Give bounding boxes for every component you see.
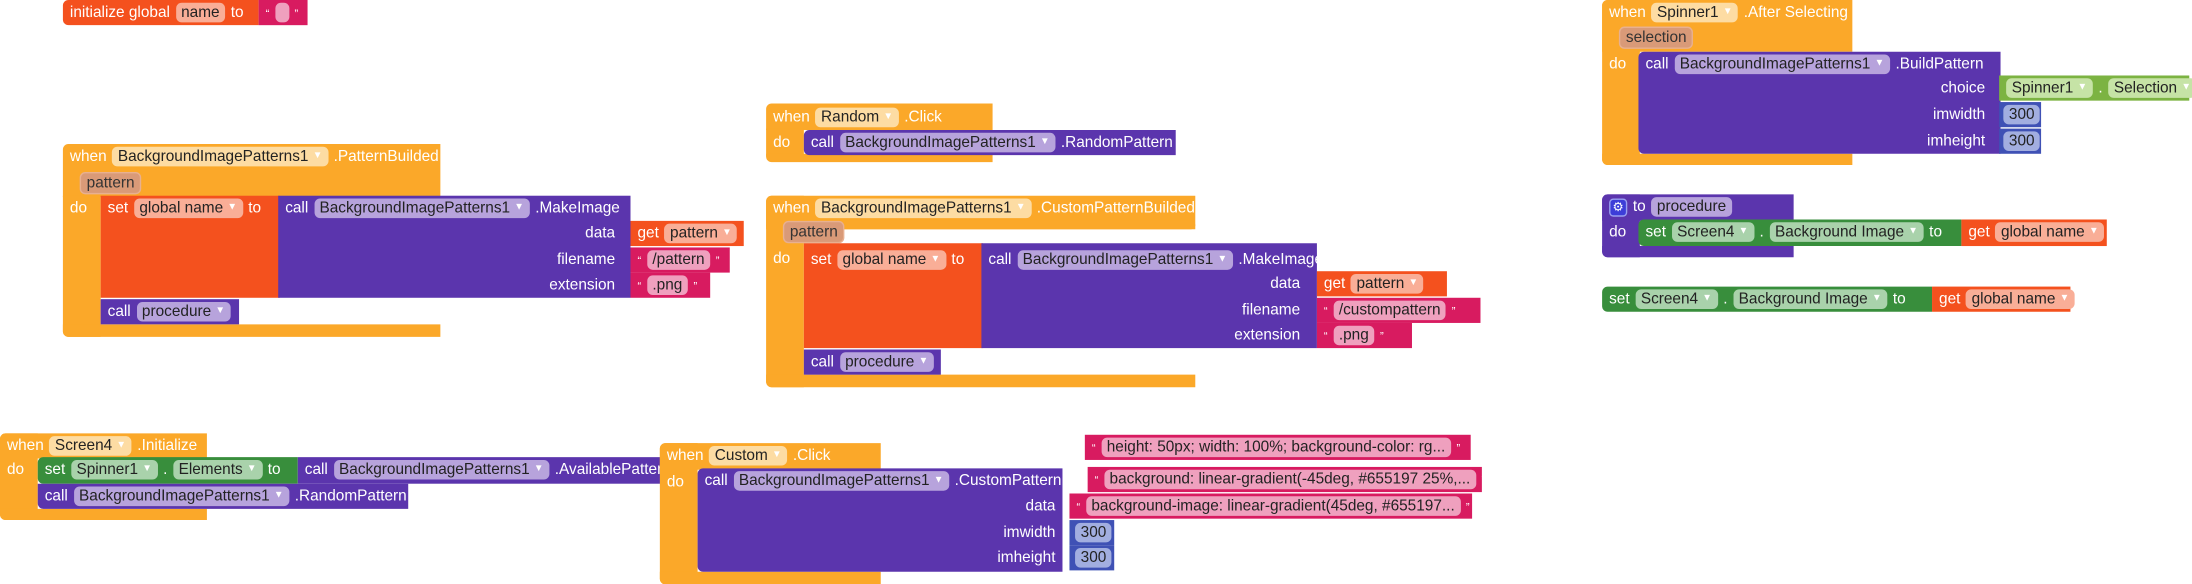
- component-dropdown[interactable]: Screen4 ▼: [1635, 289, 1718, 309]
- property-dropdown[interactable]: Selection ▼: [2108, 78, 2192, 98]
- text-value[interactable]: /custompattern: [1333, 300, 1447, 321]
- text-value[interactable]: background: linear-gradient(-45deg, #655…: [1103, 469, 1476, 490]
- arg-label-filename: filename: [556, 251, 616, 269]
- procedure-dropdown[interactable]: procedure ▼: [136, 301, 231, 322]
- to-label: to: [230, 4, 244, 21]
- text-value[interactable]: background-image: linear-gradient(45deg,…: [1085, 496, 1461, 516]
- procedure-dropdown[interactable]: procedure ▼: [839, 352, 934, 372]
- call-label: call: [285, 199, 309, 217]
- global-var-name-field[interactable]: name: [175, 2, 226, 23]
- event-name: .PatternBuilded: [333, 148, 439, 165]
- text-value[interactable]: /pattern: [646, 250, 711, 270]
- event-param-pattern[interactable]: pattern: [79, 171, 142, 195]
- property-dropdown[interactable]: Background Image ▼: [1769, 222, 1924, 242]
- init-keyword: initialize global: [69, 4, 170, 21]
- text-value[interactable]: height: 50px; width: 100%; background-co…: [1101, 437, 1451, 458]
- component-dropdown[interactable]: BackgroundImagePatterns1 ▼: [313, 198, 530, 219]
- gear-icon[interactable]: ⚙: [1609, 197, 1628, 216]
- component-dropdown[interactable]: Custom ▼: [709, 445, 788, 466]
- event-param-pattern[interactable]: pattern: [782, 220, 845, 244]
- number-value[interactable]: 300: [2003, 104, 2041, 125]
- var-dropdown[interactable]: global name ▼: [836, 250, 946, 270]
- component-dropdown[interactable]: BackgroundImagePatterns1 ▼: [839, 132, 1056, 153]
- component-dropdown[interactable]: BackgroundImagePatterns1 ▼: [333, 459, 550, 480]
- initialize-global-block[interactable]: [62, 0, 259, 26]
- component-dropdown[interactable]: BackgroundImagePatterns1 ▼: [112, 146, 328, 167]
- number-value[interactable]: 300: [1075, 548, 1112, 568]
- property-dropdown[interactable]: Background Image ▼: [1733, 289, 1888, 309]
- component-dropdown[interactable]: Spinner1 ▼: [70, 459, 158, 480]
- arg-label-extension: extension: [549, 276, 616, 294]
- component-dropdown[interactable]: Screen4 ▼: [1671, 222, 1754, 242]
- component-dropdown[interactable]: Screen4 ▼: [49, 436, 132, 456]
- to-label: to: [248, 199, 262, 217]
- number-value[interactable]: 300: [2003, 131, 2041, 151]
- when-label: when: [69, 148, 107, 165]
- procedure-name-field[interactable]: procedure: [1651, 197, 1732, 217]
- arg-label-data: data: [585, 225, 616, 242]
- component-dropdown[interactable]: Spinner1 ▼: [1651, 2, 1739, 23]
- component-dropdown[interactable]: BackgroundImagePatterns1 ▼: [733, 471, 950, 491]
- component-dropdown[interactable]: BackgroundImagePatterns1 ▼: [1017, 250, 1233, 270]
- var-dropdown[interactable]: global name ▼: [1966, 289, 2075, 309]
- var-dropdown[interactable]: pattern ▼: [1350, 274, 1424, 294]
- component-dropdown[interactable]: Spinner1 ▼: [2006, 78, 2093, 98]
- do-label: do: [69, 199, 88, 217]
- set-label: set: [107, 199, 129, 217]
- component-dropdown[interactable]: BackgroundImagePatterns1 ▼: [1674, 54, 1890, 75]
- text-value[interactable]: [274, 2, 289, 23]
- quote-open: “: [265, 6, 270, 19]
- text-value[interactable]: .png: [646, 275, 688, 295]
- text-value[interactable]: .png: [1333, 325, 1375, 346]
- property-dropdown[interactable]: Elements ▼: [172, 459, 263, 480]
- quote-close: ”: [294, 6, 299, 19]
- var-dropdown[interactable]: global name ▼: [133, 198, 243, 219]
- number-value[interactable]: 300: [1075, 522, 1112, 543]
- component-dropdown[interactable]: Random ▼: [815, 107, 899, 128]
- var-dropdown[interactable]: global name ▼: [1995, 222, 2105, 242]
- component-dropdown[interactable]: BackgroundImagePatterns1 ▼: [815, 198, 1032, 219]
- method-name: .MakeImage: [535, 199, 620, 217]
- component-dropdown[interactable]: BackgroundImagePatterns1 ▼: [73, 486, 290, 507]
- var-dropdown[interactable]: pattern ▼: [664, 223, 738, 244]
- event-param-selection[interactable]: selection: [1618, 26, 1694, 49]
